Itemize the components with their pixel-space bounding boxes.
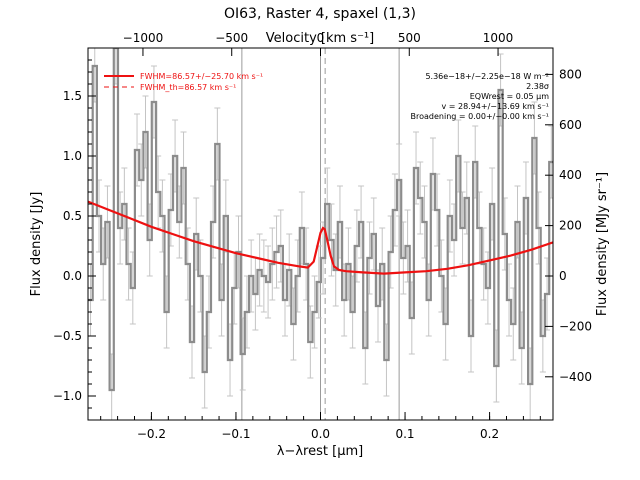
x-tick-label: 0.1 (395, 427, 414, 441)
right-tick-label: −400 (559, 370, 592, 384)
x-tick-label: −0.1 (221, 427, 250, 441)
legend: FWHM=86.57+/−25.70 km s⁻¹ FWHM_th=86.57 k… (104, 72, 263, 92)
top-tick-label: 0 (317, 31, 325, 45)
top-tick-label: 500 (398, 31, 421, 45)
spectrum-line (88, 48, 553, 392)
annotation-line: Broadening = 0.00+/−0.00 km s⁻¹ (411, 112, 549, 121)
right-axis-label: Flux density [MJy sr⁻¹] (595, 172, 610, 316)
plot-area: −0.2 −0.1 0.0 0.1 0.2 −1000 −500 0 500 1000 −1.0 −0… (53, 31, 592, 441)
x-tick-label: 0.0 (311, 427, 330, 441)
fit-line (88, 200, 553, 275)
x-tick-label: 0.2 (480, 427, 499, 441)
y-tick-label: 0.5 (63, 209, 82, 223)
y-tick-label: −1.0 (53, 389, 82, 403)
right-tick-label: 200 (559, 219, 582, 233)
top-axis-label: Velocity [km s⁻¹] (266, 31, 374, 46)
right-tick-label: 400 (559, 168, 582, 182)
right-tick-label: 0 (559, 269, 567, 283)
top-tick-label: 1000 (483, 31, 514, 45)
y-tick-label: 1.0 (63, 149, 82, 163)
y-axis-label: Flux density [Jy] (29, 192, 44, 297)
chart-title: OI63, Raster 4, spaxel (1,3) (224, 6, 416, 22)
data-group (88, 48, 553, 420)
x-axis-label: λ−λrest [μm] (277, 444, 363, 459)
x-tick-label: −0.2 (137, 427, 166, 441)
annotation-line: 5.36e−18+/−2.25e−18 W m⁻² (425, 72, 549, 81)
right-tick-label: −200 (559, 319, 592, 333)
y-tick-label: 1.5 (63, 89, 82, 103)
top-tick-label: −1000 (123, 31, 164, 45)
y-tick-label: 0.0 (63, 269, 82, 283)
annotation-line: v = 28.94+/−13.69 km s⁻¹ (441, 102, 549, 111)
annotation-line: 2.38σ (526, 82, 549, 91)
top-tick-label: −500 (215, 31, 248, 45)
right-tick-label: 600 (559, 118, 582, 132)
y-tick-label: −0.5 (53, 329, 82, 343)
right-tick-label: 800 (559, 67, 582, 81)
legend-label-fit: FWHM=86.57+/−25.70 km s⁻¹ (140, 72, 263, 81)
annotation-line: EQWrest = 0.05 μm (470, 92, 549, 101)
legend-label-theoretical: FWHM_th=86.57 km s⁻¹ (140, 83, 236, 92)
